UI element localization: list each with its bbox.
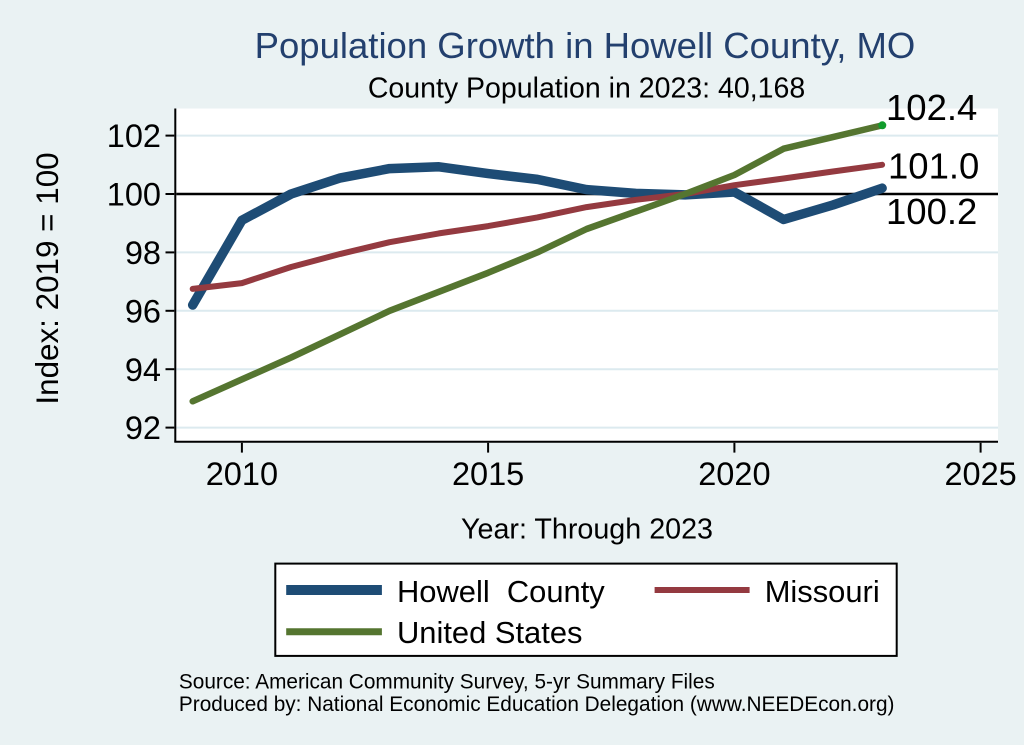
svg-text:100.2: 100.2 [886,191,977,232]
svg-text:102.4: 102.4 [886,87,977,128]
svg-text:Produced by: National Economic: Produced by: National Economic Education… [179,693,895,716]
svg-text:94: 94 [125,352,161,388]
svg-text:Missouri: Missouri [765,574,880,609]
svg-text:Population Growth in Howell Co: Population Growth in Howell County, MO [255,25,916,66]
svg-text:2015: 2015 [452,456,524,492]
svg-text:100: 100 [107,177,161,213]
svg-text:92: 92 [125,410,161,446]
svg-text:Source: American Community Sur: Source: American Community Survey, 5-yr … [179,671,715,694]
svg-text:98: 98 [125,235,161,271]
svg-text:2025: 2025 [944,456,1016,492]
svg-text:96: 96 [125,293,161,329]
svg-text:2010: 2010 [206,456,278,492]
svg-text:Year: Through 2023: Year: Through 2023 [461,514,713,546]
svg-text:United States: United States [397,615,582,650]
svg-text:2020: 2020 [698,456,770,492]
svg-text:Howell County: Howell County [397,574,605,609]
svg-text:County Population in 2023: 40,: County Population in 2023: 40,168 [368,72,805,104]
svg-text:101.0: 101.0 [888,145,979,186]
svg-text:102: 102 [107,118,161,154]
svg-text:Index: 2019 = 100: Index: 2019 = 100 [30,152,65,404]
